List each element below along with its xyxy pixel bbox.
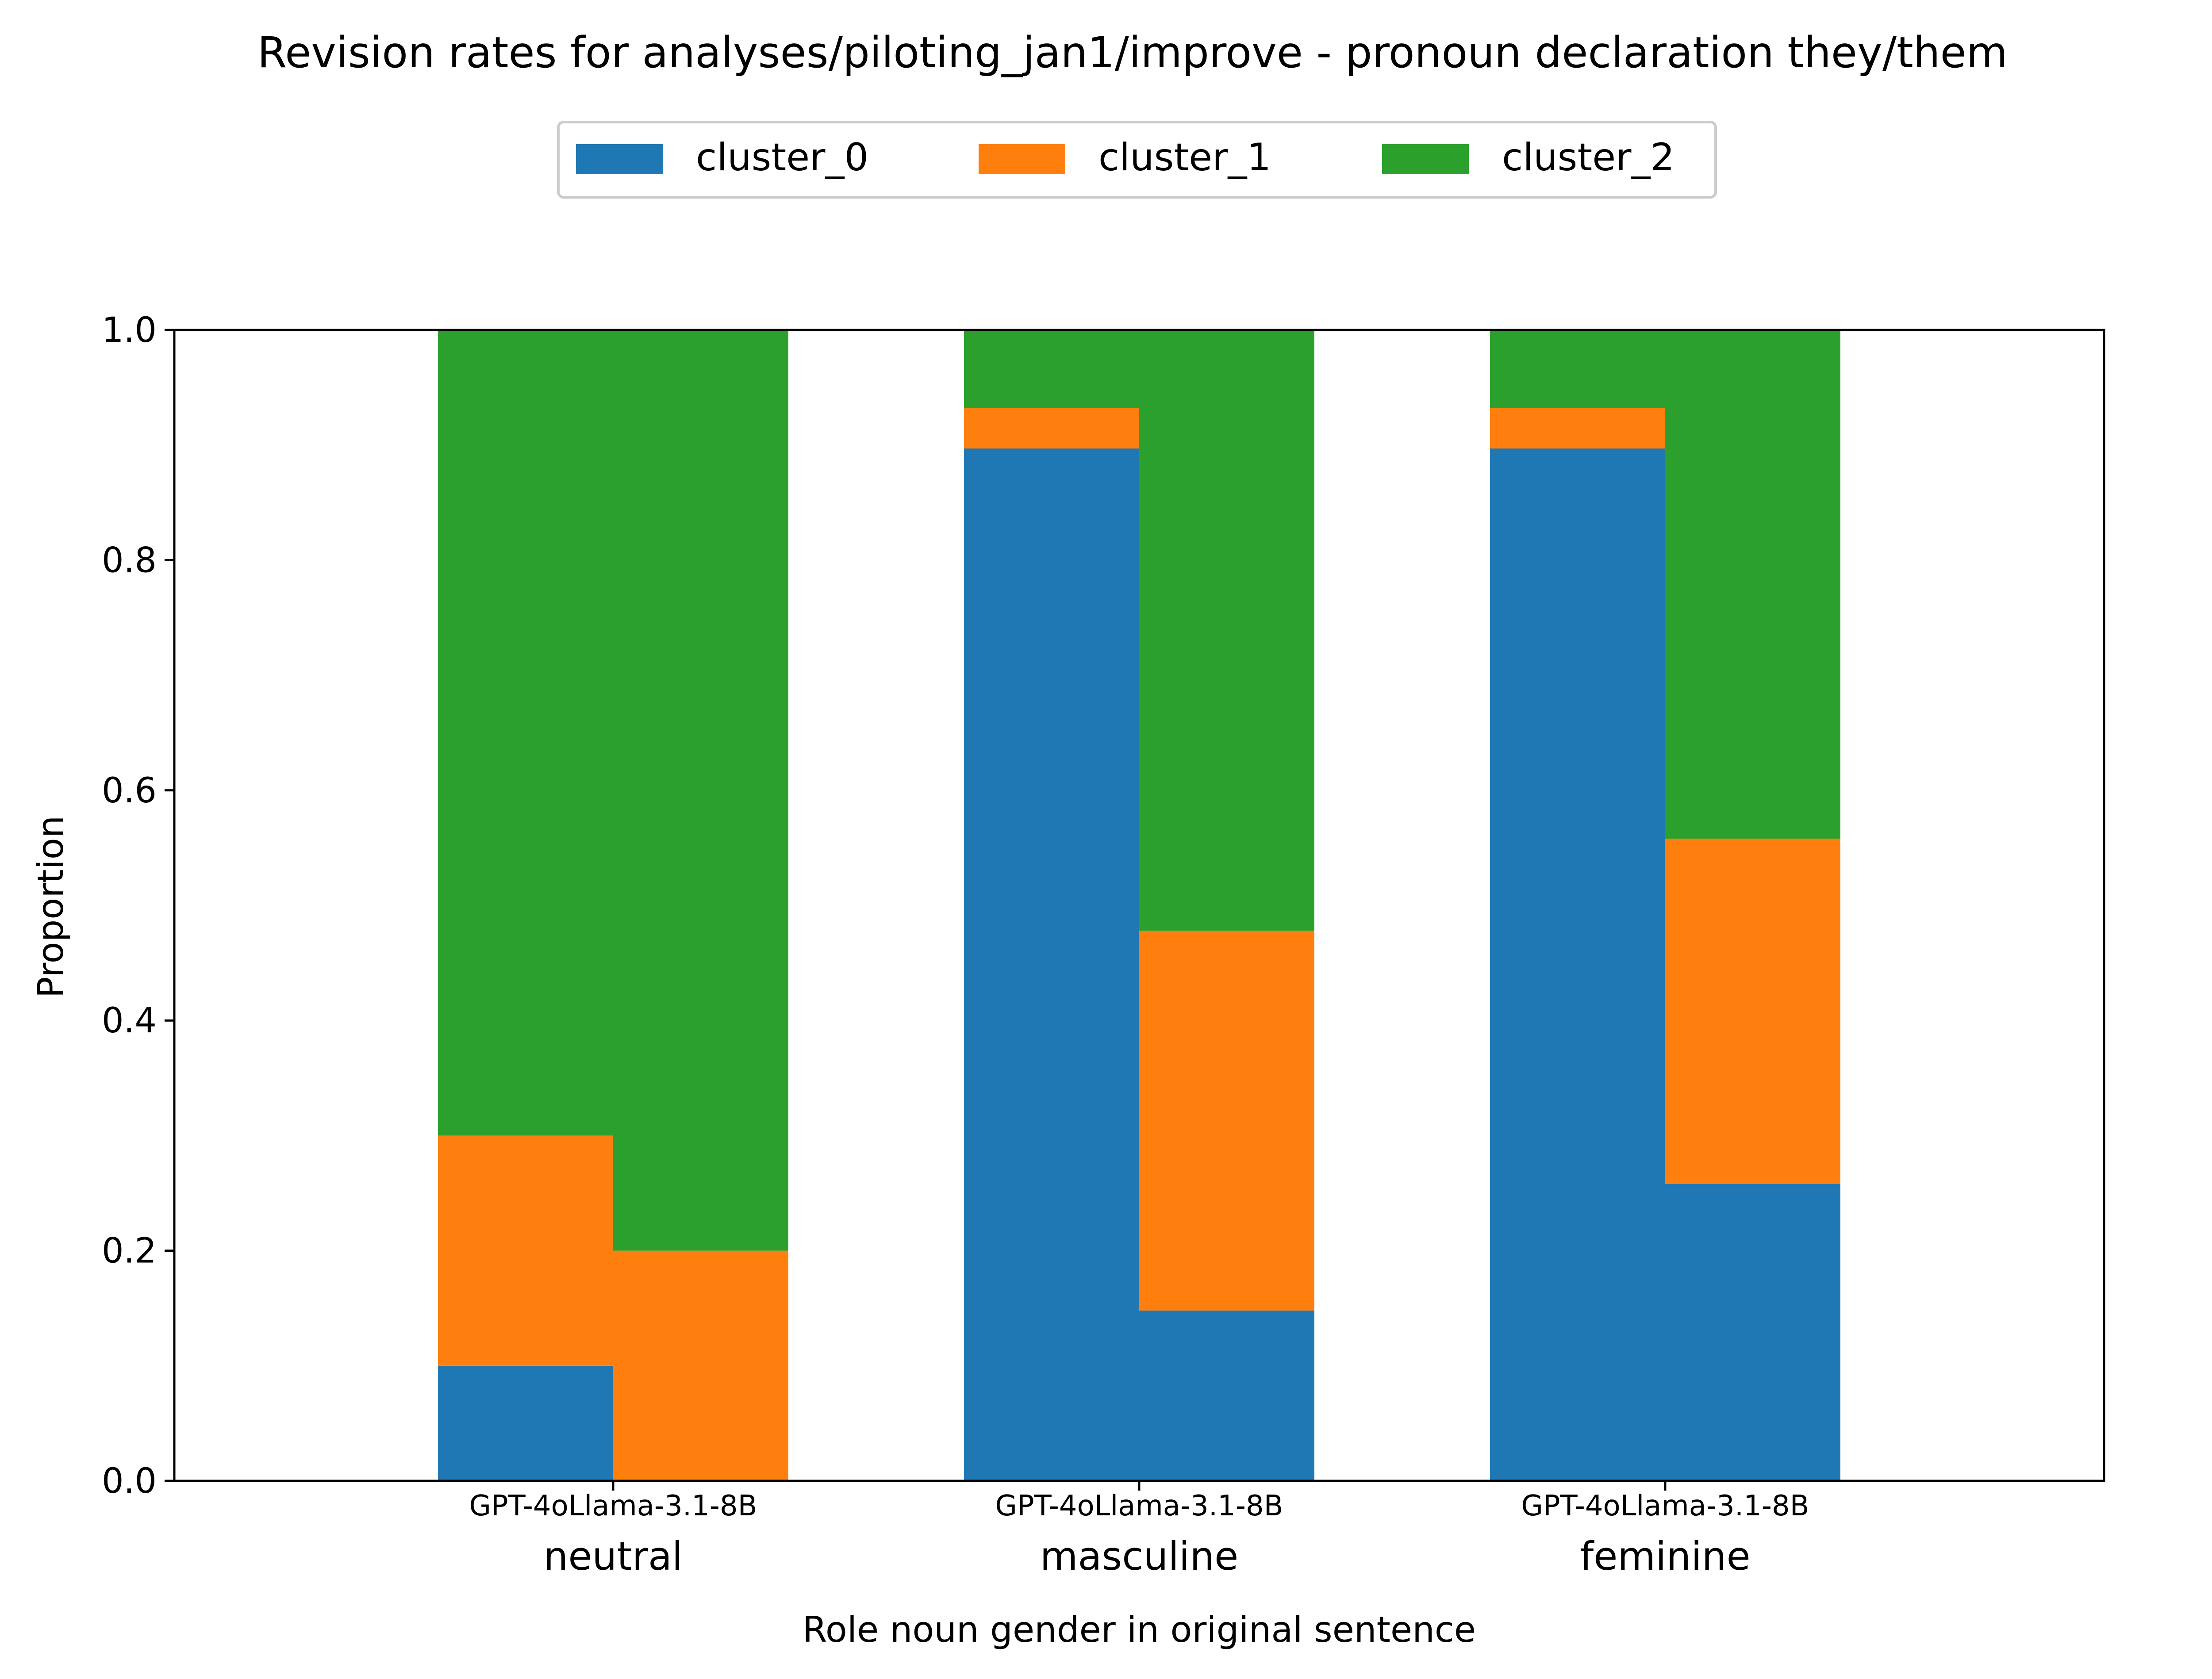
legend: cluster_0 cluster_1 cluster_2	[557, 121, 1717, 199]
bar-neutral-gpt-4o-cluster-1	[438, 1135, 613, 1366]
bar-masculine-llama-3-1-8b-cluster-0	[1139, 1310, 1314, 1481]
x-axis-label: Role noun gender in original sentence	[803, 1609, 1476, 1650]
bar-feminine-gpt-4o-cluster-0	[1490, 448, 1665, 1481]
bar-feminine-gpt-4o-cluster-1	[1490, 408, 1665, 449]
bar-masculine-gpt-4o-cluster-0	[964, 448, 1139, 1481]
y-tick-label: 0.6	[102, 771, 157, 811]
bar-feminine-llama-3-1-8b-cluster-2	[1665, 330, 1840, 839]
y-axis: 0.0 0.2 0.4 0.6 0.8 1.0	[102, 310, 174, 1501]
y-tick-label: 0.2	[102, 1231, 157, 1271]
category-label-masculine: masculine	[1040, 1533, 1238, 1579]
model-tick-label: GPT-4oLlama-3.1-8B	[1521, 1490, 1809, 1522]
bar-neutral-llama-3-1-8b-cluster-1	[613, 1250, 788, 1481]
bar-feminine-llama-3-1-8b-cluster-1	[1665, 839, 1840, 1184]
model-tick-label: GPT-4oLlama-3.1-8B	[469, 1490, 757, 1522]
bar-neutral-gpt-4o-cluster-2	[438, 330, 613, 1136]
bar-masculine-gpt-4o-cluster-2	[964, 330, 1139, 408]
legend-swatch-cluster-0	[576, 144, 663, 174]
legend-label-cluster-0: cluster_0	[696, 135, 868, 180]
model-tick-label: GPT-4oLlama-3.1-8B	[995, 1490, 1283, 1522]
bar-masculine-gpt-4o-cluster-1	[964, 408, 1139, 449]
y-tick-label: 0.0	[102, 1461, 157, 1501]
category-label-neutral: neutral	[544, 1533, 683, 1579]
legend-label-cluster-2: cluster_2	[1502, 135, 1674, 180]
x-axis: GPT-4oLlama-3.1-8B neutral GPT-4oLlama-3.1…	[469, 1481, 1809, 1579]
bar-masculine-llama-3-1-8b-cluster-2	[1139, 330, 1314, 931]
bar-neutral-llama-3-1-8b-cluster-2	[613, 330, 788, 1251]
bar-neutral-gpt-4o-cluster-0	[438, 1365, 613, 1481]
legend-swatch-cluster-2	[1382, 144, 1469, 174]
legend-swatch-cluster-1	[979, 144, 1065, 174]
y-axis-label: Proportion	[30, 816, 71, 998]
chart-title: Revision rates for analyses/piloting_jan…	[257, 28, 2008, 77]
legend-label-cluster-1: cluster_1	[1098, 135, 1271, 180]
bar-masculine-llama-3-1-8b-cluster-1	[1139, 931, 1314, 1311]
category-label-feminine: feminine	[1580, 1533, 1750, 1579]
y-tick-label: 0.4	[102, 1001, 157, 1041]
bars	[438, 330, 1840, 1481]
y-tick-label: 1.0	[102, 310, 157, 350]
bar-feminine-gpt-4o-cluster-2	[1490, 330, 1665, 408]
bar-feminine-llama-3-1-8b-cluster-0	[1665, 1184, 1840, 1481]
y-tick-label: 0.8	[102, 540, 157, 580]
legend-frame	[557, 121, 1717, 199]
